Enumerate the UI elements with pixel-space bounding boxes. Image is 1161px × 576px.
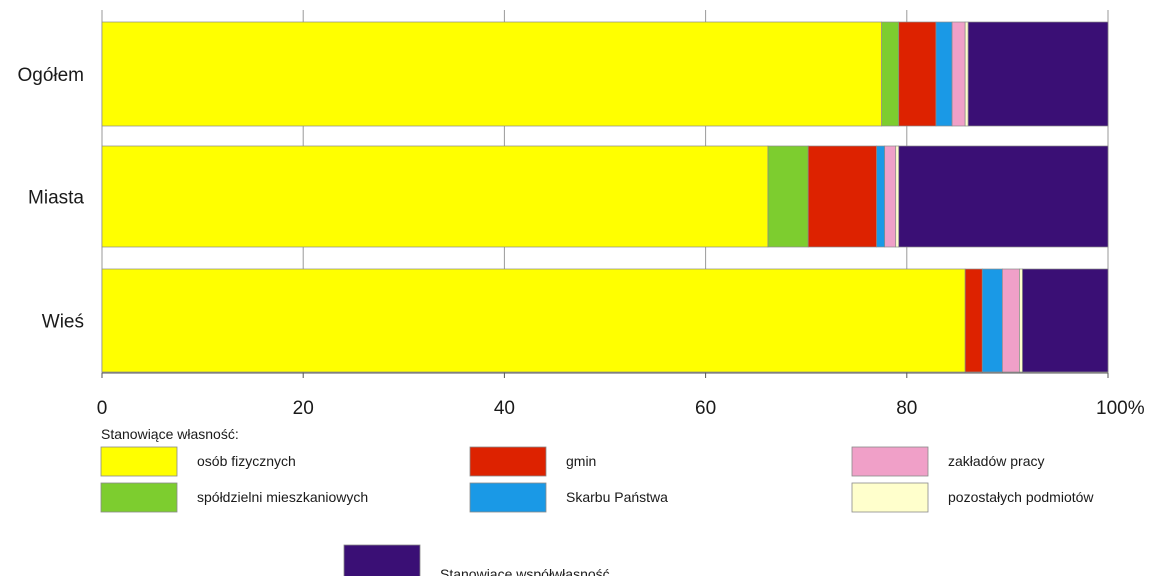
legend-swatch-0 [100, 446, 178, 477]
bar-segment-0-3 [935, 21, 953, 127]
x-tick-label-3: 60 [695, 398, 716, 419]
bar-segment-0-4 [951, 21, 966, 127]
x-tick-label-4: 80 [896, 398, 917, 419]
bar-segment-2-5 [1019, 268, 1023, 373]
legend: Stanowiące własność: osób fizycznych spół… [100, 426, 1094, 576]
bar-segment-1-1 [767, 145, 809, 248]
x-tick-label-1: 20 [293, 398, 314, 419]
bars [101, 21, 1109, 373]
bar-segment-0-6 [967, 21, 1109, 127]
legend-swatch-4 [851, 446, 929, 477]
bar-segment-1-6 [898, 145, 1109, 248]
bar-segment-2-4 [1002, 268, 1020, 373]
legend-label-0: osób fizycznych [197, 453, 296, 469]
bar-segment-1-2 [807, 145, 877, 248]
legend-label-2: gmin [566, 453, 596, 469]
bar-segment-0-0 [101, 21, 883, 127]
legend-swatch-3 [469, 482, 547, 513]
category-label-1: Miasta [28, 188, 84, 209]
bar-segment-0-2 [898, 21, 937, 127]
legend-label-6: Stanowiące współwłasność [440, 566, 610, 576]
legend-label-5: pozostałych podmiotów [948, 489, 1094, 505]
legend-label-1: spółdzielni mieszkaniowych [197, 489, 368, 505]
legend-title: Stanowiące własność: [101, 426, 239, 442]
bar-segment-2-3 [981, 268, 1003, 373]
legend-swatch-1 [100, 482, 178, 513]
legend-swatch-6 [343, 544, 421, 576]
category-label-0: Ogółem [17, 65, 84, 86]
bar-segment-1-5 [895, 145, 900, 248]
x-tick-label-0: 0 [97, 398, 108, 419]
bar-segment-0-1 [881, 21, 900, 127]
category-labels: Ogółem Miasta Wieś [17, 65, 84, 333]
legend-swatch-5 [851, 482, 929, 513]
legend-swatch-2 [469, 446, 547, 477]
category-label-2: Wieś [42, 312, 84, 333]
legend-label-3: Skarbu Państwa [566, 489, 668, 505]
bar-segment-1-4 [884, 145, 897, 248]
bar-segment-2-0 [101, 268, 966, 373]
bar-segment-0-5 [964, 21, 969, 127]
x-axis: 0 20 40 60 80 100% [97, 372, 1145, 419]
bar-segment-2-6 [1022, 268, 1109, 373]
bar-segment-2-2 [964, 268, 983, 373]
legend-label-4: zakładów pracy [948, 453, 1045, 469]
bar-segment-1-3 [876, 145, 886, 248]
bar-segment-1-0 [101, 145, 769, 248]
x-tick-label-5: 100% [1096, 398, 1145, 419]
x-tick-label-2: 40 [494, 398, 515, 419]
